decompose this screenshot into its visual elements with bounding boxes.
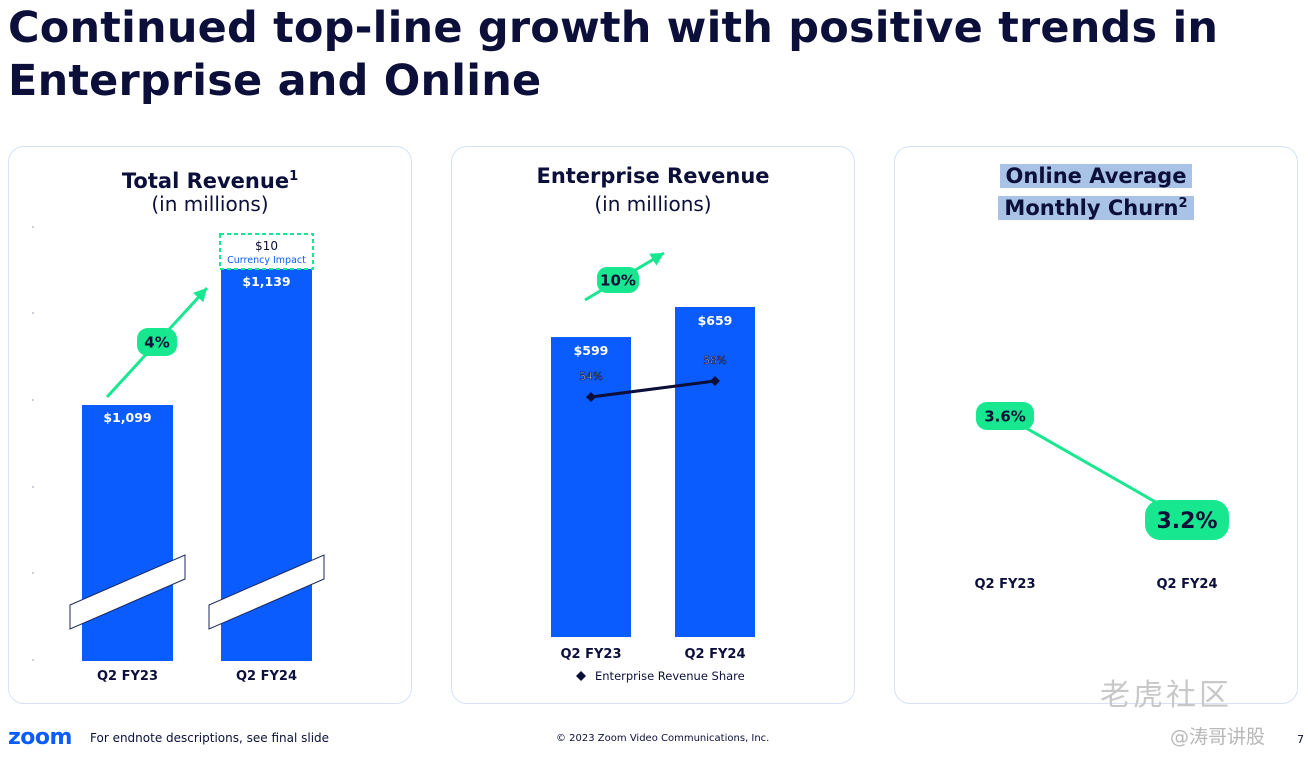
bar-label-1: $659 <box>698 313 733 328</box>
growth-pill-text: 10% <box>600 271 636 289</box>
share-label-1: 58% <box>703 355 726 367</box>
x-label-1: Q2 FY24 <box>236 669 297 684</box>
total-revenue-card: Total Revenue1 (in millions) $1,099 Q2 FY… <box>8 146 412 704</box>
watermark-author: @涛哥讲股 <box>1170 726 1266 748</box>
bar-label-1: $1,139 <box>242 274 290 289</box>
total-revenue-title: Total Revenue1 <box>121 169 299 193</box>
axis-break-0 <box>69 554 186 630</box>
enterprise-revenue-chart: $599 Q2 FY23 $659 Q2 FY24 54% 58% 10% Enterpris… <box>551 251 755 683</box>
total-revenue-footnote: 1 <box>289 169 299 184</box>
x-label-1: Q2 FY24 <box>684 647 745 662</box>
x-label-0: Q2 FY23 <box>974 577 1035 592</box>
churn-point-1-text: 3.2% <box>1156 509 1217 534</box>
share-line <box>590 379 716 399</box>
legend-marker <box>576 671 586 681</box>
bar-1 <box>675 307 755 637</box>
online-churn-title-line2: Monthly Churn2 <box>998 196 1194 220</box>
growth-pill <box>137 328 177 356</box>
legend-label: Enterprise Revenue Share <box>595 669 745 683</box>
bar-label-0: $599 <box>574 343 609 358</box>
enterprise-revenue-subtitle: (in millions) <box>594 192 712 216</box>
online-churn-title-line1: Online Average <box>999 164 1193 188</box>
copyright-text: © 2023 Zoom Video Communications, Inc. <box>556 733 770 744</box>
share-point-1 <box>710 376 720 386</box>
growth-arrow-head <box>649 253 664 266</box>
x-label-0: Q2 FY23 <box>97 669 158 684</box>
bar-label-0: $1,099 <box>103 410 151 425</box>
bar-0 <box>551 337 631 637</box>
online-churn-card: Online Average Monthly Churn2 3.6% 3.2% Q2… <box>894 146 1298 704</box>
total-revenue-chart: $1,099 Q2 FY23 $1,139 Q2 FY24 $10 Currency Im… <box>32 226 325 684</box>
total-revenue-subtitle: (in millions) <box>151 192 269 216</box>
share-label-0: 54% <box>579 371 602 383</box>
bar-0 <box>82 405 173 661</box>
page-number: 7 <box>1297 733 1304 746</box>
churn-point-0-text: 3.6% <box>984 407 1026 425</box>
online-churn-title: Online Average Monthly Churn2 <box>895 163 1297 222</box>
growth-arrow-head <box>193 288 207 303</box>
share-point-0 <box>586 392 596 402</box>
churn-point-0 <box>976 402 1034 430</box>
page-title-line2: Enterprise and Online <box>8 56 542 106</box>
growth-pill-text: 4% <box>144 333 169 351</box>
x-label-0: Q2 FY23 <box>560 647 621 662</box>
zoom-logo: zoom <box>8 725 72 750</box>
currency-impact-value: $10 <box>255 239 278 253</box>
churn-point-1 <box>1145 500 1229 540</box>
currency-impact-box <box>219 233 314 270</box>
x-label-1: Q2 FY24 <box>1156 577 1217 592</box>
axis-break-1 <box>208 554 325 630</box>
growth-pill <box>597 267 639 293</box>
page-title-line1: Continued top-line growth with positive … <box>8 3 1219 53</box>
enterprise-revenue-card: Enterprise Revenue (in millions) $599 Q2 … <box>451 146 855 704</box>
page-title: Continued top-line growth with positive … <box>8 2 1268 108</box>
endnote-text: For endnote descriptions, see final slid… <box>90 731 330 745</box>
online-churn-chart: 3.6% 3.2% Q2 FY23 Q2 FY24 <box>974 402 1229 592</box>
watermark-community: 老虎社区 <box>1100 678 1232 713</box>
enterprise-revenue-title: Enterprise Revenue <box>536 164 770 188</box>
online-churn-footnote: 2 <box>1178 196 1188 211</box>
currency-impact-label: Currency Impact <box>227 255 306 266</box>
